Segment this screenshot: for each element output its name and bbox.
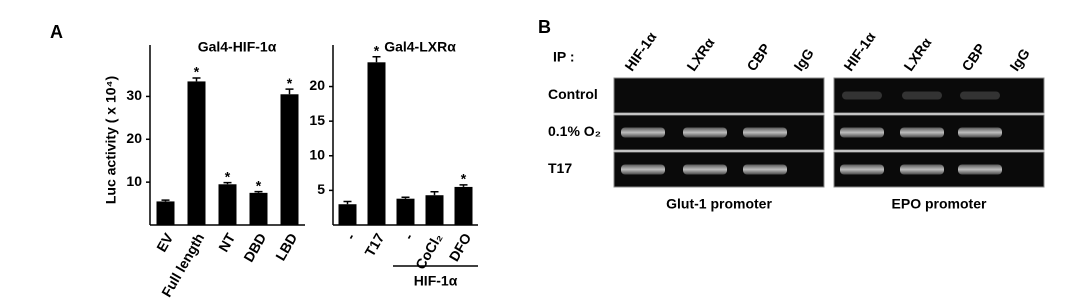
gel-band	[958, 127, 1002, 138]
error-bar	[401, 196, 410, 199]
column-label: LXRα	[683, 34, 717, 73]
gel-band	[743, 164, 787, 175]
bar	[280, 94, 299, 226]
x-tick-label: T17	[361, 230, 387, 259]
chart-title: Gal4-LXRα	[384, 39, 456, 55]
column-label: HIF-1α	[621, 29, 659, 74]
significance: *	[225, 168, 231, 184]
error-bar	[192, 77, 201, 82]
gel-band	[683, 164, 727, 175]
row-label: 0.1% O₂	[548, 123, 601, 139]
y-tick-label: 20	[309, 77, 325, 93]
y-tick-label: 20	[126, 130, 142, 146]
promoter-label: Glut-1 promoter	[666, 196, 772, 212]
column-label: CBP	[958, 40, 988, 73]
x-tick-label: EV	[153, 230, 177, 255]
chart-title: Gal4-HIF-1α	[198, 39, 277, 55]
panel-label: A	[50, 22, 63, 42]
bar	[396, 198, 415, 225]
bar	[425, 195, 444, 225]
gel-band	[840, 164, 884, 175]
gel-band	[840, 127, 884, 138]
y-tick-label: 10	[126, 173, 142, 189]
column-label: IgG	[790, 45, 817, 73]
gel-band	[621, 164, 665, 175]
column-label: IgG	[1006, 45, 1033, 73]
promoter-label: EPO promoter	[892, 196, 987, 212]
gel-band	[621, 127, 665, 138]
gel-band	[683, 127, 727, 138]
error-bar	[372, 56, 381, 63]
bar	[338, 204, 357, 225]
significance: *	[374, 42, 380, 58]
error-bar	[254, 190, 263, 193]
gel-band	[902, 91, 942, 100]
error-bar	[223, 181, 232, 185]
x-tick-label: -	[342, 230, 358, 242]
bar	[187, 81, 206, 225]
y-tick-label: 30	[126, 87, 142, 103]
error-bar	[430, 191, 439, 196]
bar	[367, 62, 386, 225]
gel-strip	[613, 77, 825, 114]
gel-band	[900, 164, 944, 175]
x-tick-label: LBD	[272, 230, 300, 263]
significance: *	[194, 64, 200, 80]
gel-band	[958, 164, 1002, 175]
error-bar	[343, 200, 352, 205]
y-tick-label: 5	[317, 181, 325, 197]
ip-label: IP :	[553, 49, 575, 65]
y-tick-label: 10	[309, 146, 325, 162]
error-bar	[459, 184, 468, 187]
error-bar	[285, 88, 294, 95]
bar	[218, 184, 237, 225]
group-label: HIF-1α	[414, 273, 458, 289]
x-tick-label: DBD	[240, 230, 269, 264]
bar	[454, 186, 473, 225]
y-axis-label: Luc activity ( x 10⁴)	[103, 76, 119, 204]
error-bar	[161, 199, 170, 202]
gel-band	[900, 127, 944, 138]
column-label: CBP	[743, 40, 773, 73]
bar	[156, 201, 175, 225]
row-label: T17	[548, 160, 572, 176]
gel-band	[842, 91, 882, 100]
column-label: HIF-1α	[840, 29, 878, 74]
x-tick-label: -	[400, 230, 416, 242]
significance: *	[461, 171, 467, 187]
gel-band	[743, 127, 787, 138]
row-label: Control	[548, 86, 598, 102]
gel-band	[960, 91, 1000, 100]
y-tick-label: 15	[309, 112, 325, 128]
column-label: LXRα	[900, 34, 934, 73]
x-tick-label: NT	[215, 230, 238, 255]
bar	[249, 192, 268, 225]
panel-label: B	[538, 17, 551, 37]
x-tick-label: DFO	[446, 230, 475, 264]
significance: *	[287, 75, 293, 91]
significance: *	[256, 177, 262, 193]
